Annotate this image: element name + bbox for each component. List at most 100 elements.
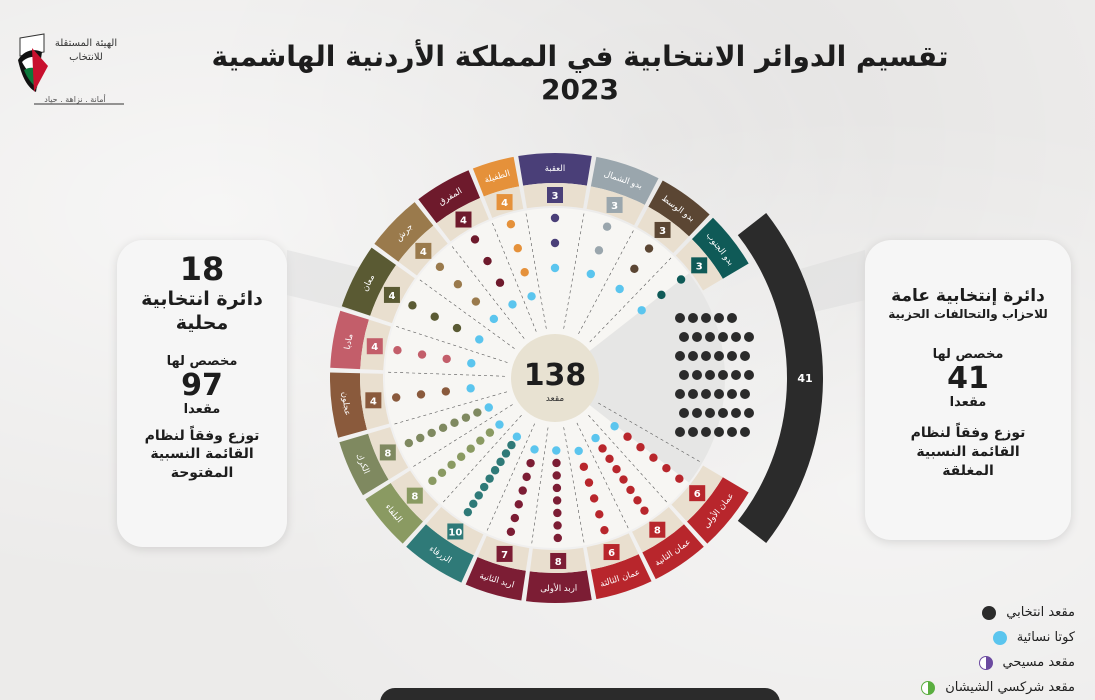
general-seat-dot	[714, 351, 724, 361]
district-seat-dot	[552, 483, 562, 493]
district-seat-count: 8	[384, 448, 391, 459]
general-district-arc	[737, 213, 823, 543]
women-quota-dot	[466, 384, 475, 393]
district-seat-box	[447, 523, 464, 540]
district-seat-dot	[485, 474, 494, 483]
district-name-band	[341, 247, 397, 316]
district-seat-count: 8	[555, 557, 562, 568]
district-seat-dot	[438, 423, 448, 433]
district-seat-dot	[553, 533, 562, 543]
district-name-band	[648, 180, 710, 237]
district-divider	[485, 423, 535, 534]
district-seat-dot	[430, 312, 439, 321]
district-seat-dot	[520, 268, 529, 277]
general-seat-dot	[692, 332, 702, 342]
general-seat-dot	[701, 313, 711, 323]
general-seat-dot	[701, 427, 711, 437]
women-quota-dot	[574, 446, 583, 456]
women-quota-dot	[484, 403, 493, 412]
general-seat-dot	[727, 313, 737, 323]
district-seat-dot	[640, 506, 649, 515]
local-district-count: 18	[179, 250, 225, 288]
district-seat-count: 3	[552, 191, 559, 202]
district-seat-dot	[602, 222, 612, 231]
district-seat-dot	[594, 246, 604, 255]
women-quota-dot	[591, 433, 600, 443]
district-seat-dot	[450, 418, 459, 427]
district-seat-dot	[470, 235, 480, 244]
general-allotted-label: مخصص لها	[932, 347, 1004, 363]
general-seat-dot	[727, 389, 737, 399]
district-seat-dot	[479, 482, 489, 492]
women-quota-dot	[550, 263, 560, 273]
logo-motto: أمانة . نزاهة . حياد	[44, 95, 106, 104]
legend-label-women: كوتا نسائية	[1016, 630, 1075, 645]
local-system-line2: القائمة النسبية	[150, 446, 254, 463]
general-seat-dot	[705, 370, 715, 380]
district-seat-dot	[416, 390, 426, 399]
women-quota-dot	[512, 432, 522, 441]
legend-item-women: كوتا نسائية	[885, 625, 1075, 650]
district-seat-dot	[435, 262, 445, 272]
local-districts-card: 18 دائرة انتخابية محلية مخصص لها 97 مقعد…	[117, 240, 287, 547]
district-seat-dot	[605, 454, 614, 464]
district-divider	[385, 371, 506, 377]
district-seat-count: 8	[411, 492, 418, 503]
district-name-band	[518, 153, 592, 186]
district-name-band	[406, 524, 474, 583]
general-seat-dot	[675, 351, 685, 361]
district-seat-dot	[595, 510, 604, 519]
local-label-line1: دائرة انتخابية	[141, 288, 263, 310]
bottom-bar	[380, 688, 780, 700]
general-seat-dot	[744, 332, 754, 342]
district-seat-dot	[633, 496, 642, 505]
center-unit: مقعد	[546, 394, 565, 404]
district-seat-dot	[553, 521, 562, 530]
district-seat-box	[365, 392, 382, 409]
district-seat-dot	[473, 408, 482, 417]
district-seat-box	[406, 487, 423, 504]
district-seat-dot	[452, 323, 462, 333]
district-seat-dot	[644, 244, 654, 253]
district-seat-count: 4	[501, 198, 508, 209]
district-seat-count: 3	[659, 226, 666, 237]
district-seat-dot	[662, 464, 671, 473]
district-seat-dot	[552, 496, 562, 505]
general-seat-dot	[688, 427, 698, 437]
legend: مقعد انتخابي كوتا نسائية مقعد مسيحي مقعد…	[885, 600, 1075, 700]
women-quota-dot	[475, 335, 484, 344]
general-seat-dot	[679, 408, 689, 418]
district-divider	[491, 220, 537, 332]
general-seat-dot	[692, 370, 702, 380]
district-name-band	[330, 310, 369, 370]
district-seat-dot	[474, 491, 483, 500]
general-seat-dot	[731, 408, 741, 418]
district-seat-box	[415, 242, 432, 259]
district-seat-box	[691, 257, 708, 274]
district-seat-dot	[649, 453, 658, 462]
general-seat-dot	[727, 427, 737, 437]
district-seat-box	[496, 545, 513, 562]
general-seat-dot	[675, 389, 685, 399]
district-seat-dot	[456, 452, 466, 461]
general-seat-dot	[675, 427, 685, 437]
district-seat-box	[649, 521, 666, 538]
district-seat-dot	[612, 464, 621, 474]
general-seat-dot	[740, 427, 750, 437]
district-seat-dot	[441, 387, 451, 396]
cyan-dot-icon	[992, 630, 1007, 645]
center-circle	[511, 334, 599, 422]
women-quota-dot	[637, 306, 646, 315]
general-seat-dot	[701, 351, 711, 361]
district-divider	[450, 243, 525, 339]
district-seat-dot	[437, 468, 447, 478]
district-seat-dot	[408, 301, 417, 310]
general-seat-dot	[727, 351, 737, 361]
general-label-line2: للاحزاب والتحالفات الحزبية	[888, 307, 1048, 322]
district-seat-box	[654, 221, 671, 238]
district-name-band	[691, 217, 749, 279]
logo-line2: للانتخاب	[69, 52, 103, 63]
district-seat-count: 4	[370, 396, 377, 407]
women-quota-dot	[552, 446, 561, 455]
